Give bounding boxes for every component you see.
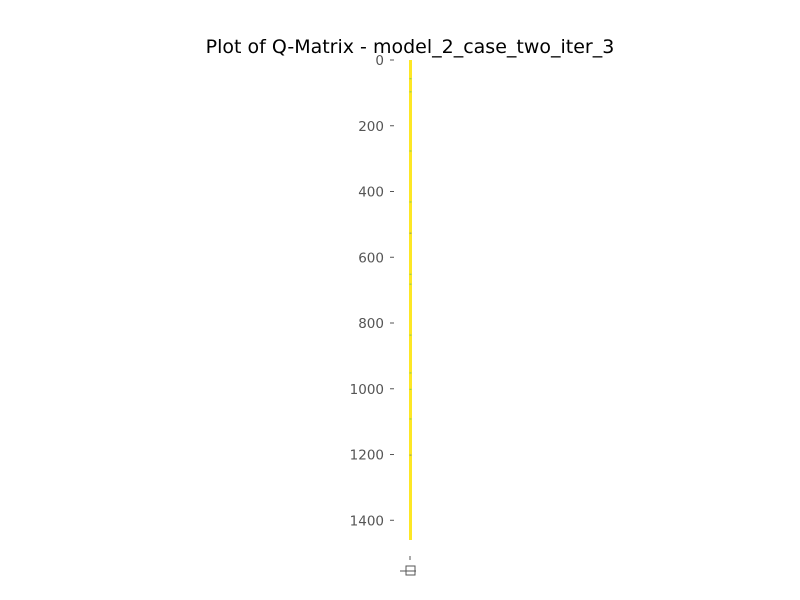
- heatmap-spots: [409, 78, 412, 456]
- y-tick-label: 400: [358, 185, 384, 201]
- y-tick-label: 1400: [350, 513, 384, 529]
- x-axis-box: [405, 565, 416, 576]
- heatmap-strip: [409, 60, 412, 540]
- heatmap-cell: [409, 201, 412, 203]
- heatmap-cell: [409, 273, 412, 275]
- heatmap-cell: [409, 372, 412, 374]
- heatmap-cell: [409, 150, 412, 152]
- y-tick-label: 1200: [350, 448, 384, 464]
- heatmap-cell: [409, 388, 412, 390]
- y-tick-label: 200: [358, 119, 384, 135]
- heatmap-cell: [409, 418, 412, 420]
- heatmap-cell: [409, 78, 412, 80]
- y-tick-label: 800: [358, 316, 384, 332]
- heatmap-cell: [409, 91, 412, 93]
- y-axis: 0 200 400 600 800 1000 1200 1400: [350, 53, 394, 529]
- heatmap-cell: [409, 334, 412, 336]
- y-tick-label: 600: [358, 250, 384, 266]
- y-tick-label: 1000: [350, 382, 384, 398]
- heatmap-area: [409, 60, 412, 540]
- y-tick-label: 0: [375, 53, 384, 69]
- heatmap-cell: [409, 283, 412, 285]
- heatmap-cell: [409, 454, 412, 456]
- heatmap-cell: [409, 232, 412, 234]
- x-axis: [400, 556, 416, 576]
- chart-title: Plot of Q-Matrix - model_2_case_two_iter…: [206, 36, 615, 58]
